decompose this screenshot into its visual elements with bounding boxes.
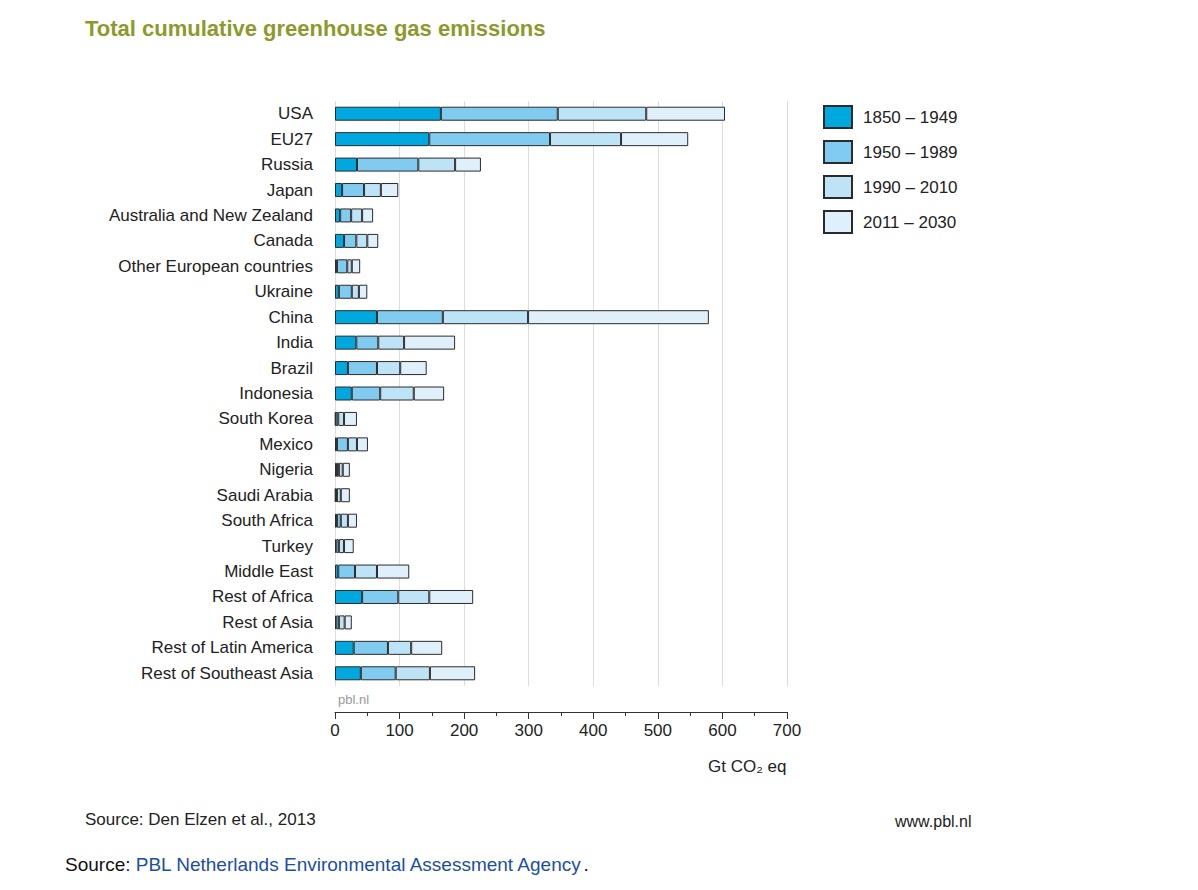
svg-text:Australia and New Zealand: Australia and New Zealand xyxy=(109,206,313,225)
svg-text:Source:: Source: xyxy=(65,854,130,875)
svg-text:South Korea: South Korea xyxy=(218,409,313,428)
svg-text:300: 300 xyxy=(515,721,543,740)
svg-text:Total cumulative greenhouse ga: Total cumulative greenhouse gas emission… xyxy=(85,16,546,41)
svg-text:Mexico: Mexico xyxy=(259,435,313,454)
svg-text:500: 500 xyxy=(644,721,672,740)
svg-text:Canada: Canada xyxy=(253,231,313,250)
svg-text:Indonesia: Indonesia xyxy=(239,384,313,403)
svg-text:www.pbl.nl: www.pbl.nl xyxy=(894,813,971,830)
svg-text:South Africa: South Africa xyxy=(221,511,313,530)
svg-text:Rest of Africa: Rest of Africa xyxy=(212,587,314,606)
svg-text:200: 200 xyxy=(450,721,478,740)
svg-text:400: 400 xyxy=(579,721,607,740)
svg-text:Rest of Latin America: Rest of Latin America xyxy=(151,638,313,657)
svg-text:PBL Netherlands Environmental: PBL Netherlands Environmental Assessment… xyxy=(136,854,581,875)
svg-text:Source: Den Elzen et al., 2013: Source: Den Elzen et al., 2013 xyxy=(85,810,316,829)
svg-text:Japan: Japan xyxy=(267,181,313,200)
svg-text:Turkey: Turkey xyxy=(262,537,314,556)
svg-text:1850 – 1949: 1850 – 1949 xyxy=(863,108,958,127)
svg-text:Ukraine: Ukraine xyxy=(254,282,313,301)
svg-text:600: 600 xyxy=(708,721,736,740)
svg-text:Saudi Arabia: Saudi Arabia xyxy=(217,486,314,505)
svg-text:China: China xyxy=(269,308,314,327)
svg-text:Brazil: Brazil xyxy=(270,359,313,378)
svg-text:EU27: EU27 xyxy=(270,130,313,149)
svg-text:India: India xyxy=(276,333,313,352)
svg-text:Gt CO₂ eq: Gt CO₂ eq xyxy=(708,757,786,776)
svg-text:Other European countries: Other European countries xyxy=(118,257,313,276)
svg-text:pbl.nl: pbl.nl xyxy=(338,692,369,707)
svg-text:100: 100 xyxy=(385,721,413,740)
svg-text:Russia: Russia xyxy=(261,155,314,174)
svg-text:.: . xyxy=(584,854,589,875)
svg-text:USA: USA xyxy=(278,104,314,123)
svg-text:0: 0 xyxy=(330,721,339,740)
svg-text:Rest of Asia: Rest of Asia xyxy=(222,613,313,632)
svg-text:700: 700 xyxy=(773,721,801,740)
svg-text:Middle East: Middle East xyxy=(224,562,313,581)
svg-text:2011 – 2030: 2011 – 2030 xyxy=(863,213,956,232)
svg-text:1950 – 1989: 1950 – 1989 xyxy=(863,143,958,162)
svg-text:Rest of Southeast Asia: Rest of Southeast Asia xyxy=(141,664,314,683)
svg-text:1990 – 2010: 1990 – 2010 xyxy=(863,178,958,197)
svg-text:Nigeria: Nigeria xyxy=(259,460,313,479)
